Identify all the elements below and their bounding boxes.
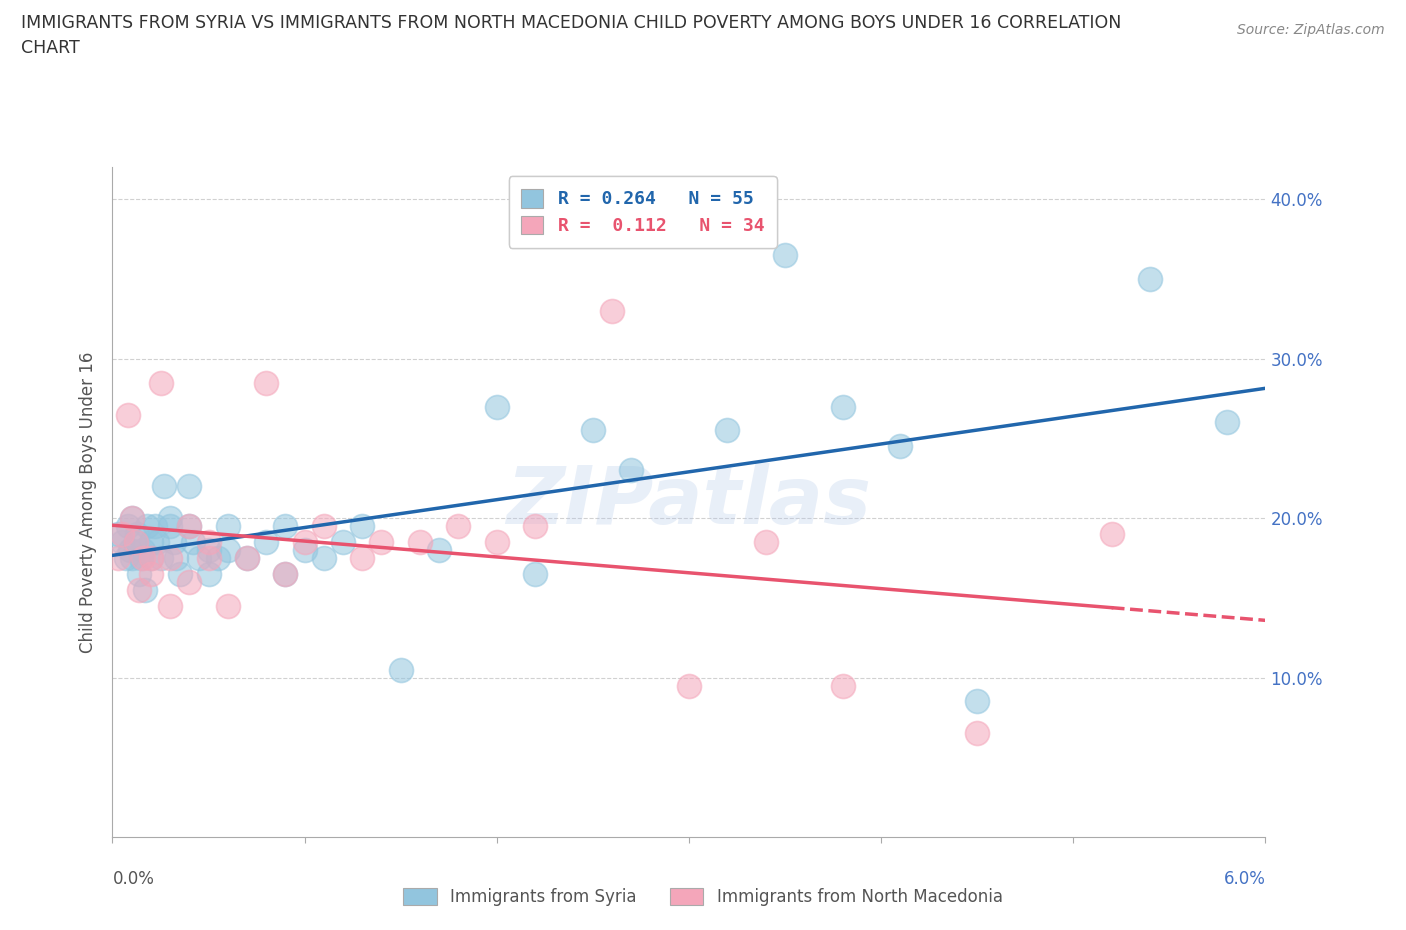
Immigrants from Syria: [217, 542, 239, 557]
Immigrants from North Macedonia: [128, 582, 150, 597]
Immigrants from Syria: [188, 551, 211, 565]
Immigrants from North Macedonia: [117, 407, 139, 422]
Immigrants from Syria: [153, 479, 176, 494]
Immigrants from Syria: [117, 519, 139, 534]
Immigrants from Syria: [179, 519, 201, 534]
Immigrants from Syria: [121, 551, 143, 565]
Immigrants from North Macedonia: [107, 551, 129, 565]
Immigrants from Syria: [159, 519, 181, 534]
Immigrants from North Macedonia: [678, 678, 700, 693]
Immigrants from North Macedonia: [352, 551, 374, 565]
Immigrants from Syria: [128, 566, 150, 581]
Immigrants from Syria: [136, 519, 159, 534]
Text: CHART: CHART: [21, 39, 80, 57]
Immigrants from North Macedonia: [124, 535, 146, 550]
Immigrants from North Macedonia: [409, 535, 432, 550]
Immigrants from Syria: [274, 519, 297, 534]
Immigrants from Syria: [427, 542, 450, 557]
Immigrants from Syria: [620, 463, 643, 478]
Immigrants from Syria: [107, 526, 129, 541]
Immigrants from Syria: [143, 519, 166, 534]
Immigrants from North Macedonia: [600, 303, 623, 318]
Text: IMMIGRANTS FROM SYRIA VS IMMIGRANTS FROM NORTH MACEDONIA CHILD POVERTY AMONG BOY: IMMIGRANTS FROM SYRIA VS IMMIGRANTS FROM…: [21, 14, 1122, 32]
Immigrants from Syria: [389, 662, 412, 677]
Immigrants from North Macedonia: [217, 598, 239, 613]
Immigrants from North Macedonia: [159, 551, 181, 565]
Immigrants from Syria: [254, 535, 277, 550]
Immigrants from Syria: [312, 551, 335, 565]
Immigrants from Syria: [145, 535, 167, 550]
Immigrants from Syria: [139, 535, 162, 550]
Immigrants from Syria: [236, 551, 259, 565]
Immigrants from North Macedonia: [179, 519, 201, 534]
Immigrants from North Macedonia: [197, 551, 219, 565]
Immigrants from Syria: [207, 551, 229, 565]
Immigrants from Syria: [132, 542, 155, 557]
Immigrants from Syria: [118, 542, 141, 557]
Immigrants from North Macedonia: [755, 535, 778, 550]
Immigrants from North Macedonia: [254, 375, 277, 390]
Immigrants from Syria: [773, 247, 796, 262]
Immigrants from North Macedonia: [159, 598, 181, 613]
Text: 6.0%: 6.0%: [1223, 870, 1265, 887]
Immigrants from Syria: [163, 535, 186, 550]
Immigrants from Syria: [1216, 415, 1239, 430]
Immigrants from North Macedonia: [111, 526, 134, 541]
Immigrants from Syria: [165, 551, 187, 565]
Immigrants from North Macedonia: [294, 535, 316, 550]
Immigrants from North Macedonia: [274, 566, 297, 581]
Immigrants from Syria: [294, 542, 316, 557]
Immigrants from North Macedonia: [132, 551, 155, 565]
Immigrants from North Macedonia: [966, 726, 988, 741]
Immigrants from North Macedonia: [370, 535, 392, 550]
Immigrants from Syria: [217, 519, 239, 534]
Legend: R = 0.264   N = 55, R =  0.112   N = 34: R = 0.264 N = 55, R = 0.112 N = 34: [509, 177, 778, 247]
Y-axis label: Child Poverty Among Boys Under 16: Child Poverty Among Boys Under 16: [79, 352, 97, 653]
Immigrants from North Macedonia: [312, 519, 335, 534]
Immigrants from Syria: [181, 535, 204, 550]
Immigrants from North Macedonia: [1101, 526, 1123, 541]
Immigrants from North Macedonia: [485, 535, 508, 550]
Immigrants from North Macedonia: [236, 551, 259, 565]
Immigrants from North Macedonia: [447, 519, 470, 534]
Immigrants from Syria: [149, 551, 172, 565]
Immigrants from Syria: [159, 511, 181, 525]
Immigrants from Syria: [352, 519, 374, 534]
Immigrants from Syria: [115, 551, 138, 565]
Text: ZIPatlas: ZIPatlas: [506, 463, 872, 541]
Legend: Immigrants from Syria, Immigrants from North Macedonia: Immigrants from Syria, Immigrants from N…: [396, 881, 1010, 912]
Immigrants from Syria: [111, 535, 134, 550]
Immigrants from Syria: [127, 526, 149, 541]
Immigrants from Syria: [197, 566, 219, 581]
Immigrants from Syria: [124, 535, 146, 550]
Immigrants from Syria: [716, 423, 738, 438]
Immigrants from North Macedonia: [139, 566, 162, 581]
Immigrants from Syria: [485, 399, 508, 414]
Immigrants from Syria: [274, 566, 297, 581]
Immigrants from North Macedonia: [524, 519, 547, 534]
Immigrants from Syria: [169, 566, 191, 581]
Immigrants from North Macedonia: [121, 511, 143, 525]
Immigrants from Syria: [134, 582, 156, 597]
Immigrants from Syria: [129, 551, 153, 565]
Immigrants from Syria: [966, 694, 988, 709]
Immigrants from Syria: [139, 551, 162, 565]
Immigrants from Syria: [1139, 272, 1161, 286]
Immigrants from Syria: [831, 399, 853, 414]
Immigrants from Syria: [197, 542, 219, 557]
Immigrants from Syria: [121, 511, 143, 525]
Immigrants from Syria: [179, 479, 201, 494]
Text: Source: ZipAtlas.com: Source: ZipAtlas.com: [1237, 23, 1385, 37]
Immigrants from North Macedonia: [139, 551, 162, 565]
Immigrants from Syria: [524, 566, 547, 581]
Immigrants from North Macedonia: [197, 535, 219, 550]
Immigrants from Syria: [582, 423, 605, 438]
Immigrants from Syria: [889, 439, 911, 454]
Immigrants from North Macedonia: [149, 375, 172, 390]
Immigrants from North Macedonia: [831, 678, 853, 693]
Immigrants from Syria: [332, 535, 354, 550]
Text: 0.0%: 0.0%: [112, 870, 155, 887]
Immigrants from North Macedonia: [179, 575, 201, 590]
